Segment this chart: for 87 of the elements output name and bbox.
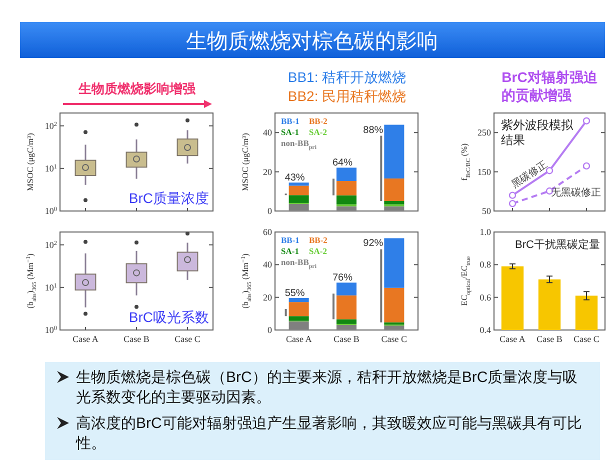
text: non-BB$_{pri}$ (281, 138, 317, 151)
bar (384, 326, 404, 330)
x-tick-label: Case C (574, 334, 600, 344)
bar (336, 324, 357, 330)
annotation: 92% (363, 238, 384, 250)
x-tick-label: Case B (536, 334, 562, 344)
bar (336, 319, 357, 324)
bar (384, 288, 404, 322)
y-tick-label: 20 (263, 166, 272, 177)
annotation: 88% (363, 124, 384, 136)
x-tick-label: Case A (286, 334, 312, 344)
bar (288, 204, 309, 211)
x-tick-label: Case C (174, 334, 200, 344)
bar (384, 124, 404, 178)
bar (384, 178, 404, 202)
y-axis-title: MSOC (μgC/m³) (25, 132, 35, 191)
text: BB-1 (281, 235, 300, 245)
text: 生物质燃烧对棕色碳的影响 (186, 30, 438, 53)
y-tick-label: 1.0 (480, 227, 492, 237)
text: 生物质燃烧是棕色碳（BrC）的主要来源，秸秆开放燃烧是BrC质量浓度与吸光系数变化的主要驱动因素。 (76, 369, 578, 406)
text: 黑碳修正 (509, 158, 550, 191)
annotation: BrC干扰黑碳定量 (515, 238, 600, 251)
x-tick-label: Case A (500, 334, 526, 344)
bar (336, 206, 357, 211)
chart-title: BB1: 秸秆开放燃烧 (288, 69, 406, 85)
y-tick-label: 40 (263, 128, 272, 138)
annotation: 64% (332, 158, 353, 169)
y-tick-label: 0 (268, 206, 272, 216)
chart-title: BrC对辐射强迫的贡献增强 (502, 69, 598, 103)
x-tick-label: Case A (72, 334, 99, 344)
bar (384, 238, 404, 288)
text: 高浓度的BrC可能对辐射强迫产生显著影响，其致暖效应可能与黑碳具有可比性。 (75, 415, 582, 452)
annotation: BrC吸光系数 (128, 309, 209, 325)
annotation: BrC质量浓度 (128, 190, 209, 206)
y-tick-label: 40 (263, 260, 272, 270)
y-tick-label: 0 (268, 325, 272, 335)
y-tick-label: 10$^{1}$ (44, 282, 57, 292)
y-axis-title: MSOC (μgC/m³) (240, 132, 250, 191)
bar (288, 302, 309, 316)
y-tick-label: 60 (263, 227, 272, 237)
chart-title: 生物质燃烧影响增强 (78, 81, 196, 96)
text: SA-1 (281, 127, 299, 137)
y-tick-label: 250 (478, 128, 492, 138)
y-tick-label: 10$^{0}$ (44, 324, 57, 335)
annotation: 43% (284, 172, 305, 184)
series-label: 无黑碳修正 (551, 186, 601, 198)
annotation: 紫外波段模拟结果 (501, 118, 574, 147)
y-tick-label: 50 (482, 206, 492, 216)
y-tick-label: 150 (478, 166, 492, 177)
y-tick-label: 0.6 (480, 292, 492, 302)
text: SA-2 (309, 246, 327, 256)
chart-subtitle: BB2: 民用秸秆燃烧 (288, 88, 406, 104)
y-tick-label: 0.8 (480, 260, 492, 270)
bar (336, 295, 357, 320)
y-tick-label: 10$^{2}$ (44, 239, 57, 250)
bar (288, 316, 309, 321)
y-tick-label: 0.4 (480, 325, 492, 335)
annotation: 76% (332, 272, 353, 284)
text: BB-2 (309, 116, 328, 126)
text: BB-2 (309, 235, 328, 245)
point (582, 117, 590, 124)
bar (336, 282, 357, 296)
x-tick-label: Case B (124, 334, 150, 344)
text: non-BB$_{pri}$ (281, 257, 317, 270)
y-tick-label: 10$^{2}$ (44, 120, 57, 131)
point (582, 162, 590, 170)
y-tick-label: 10$^{1}$ (44, 162, 57, 174)
bar (336, 181, 357, 196)
text: BB-1 (281, 116, 300, 126)
point (508, 192, 516, 199)
bar (288, 321, 309, 330)
y-tick-label: 10$^{0}$ (44, 206, 57, 216)
bar (288, 195, 309, 203)
text: SA-2 (309, 127, 327, 137)
bar (288, 298, 309, 302)
bar (288, 186, 309, 196)
point (508, 200, 516, 208)
bar (384, 201, 404, 204)
bar (336, 168, 357, 182)
y-tick-label: 20 (263, 292, 272, 302)
x-tick-label: Case B (334, 334, 360, 344)
bar (384, 206, 404, 211)
x-tick-label: Case C (381, 334, 408, 344)
annotation: 55% (284, 288, 305, 299)
text: SA-1 (281, 246, 299, 256)
bar (336, 195, 357, 204)
bar (288, 182, 309, 186)
